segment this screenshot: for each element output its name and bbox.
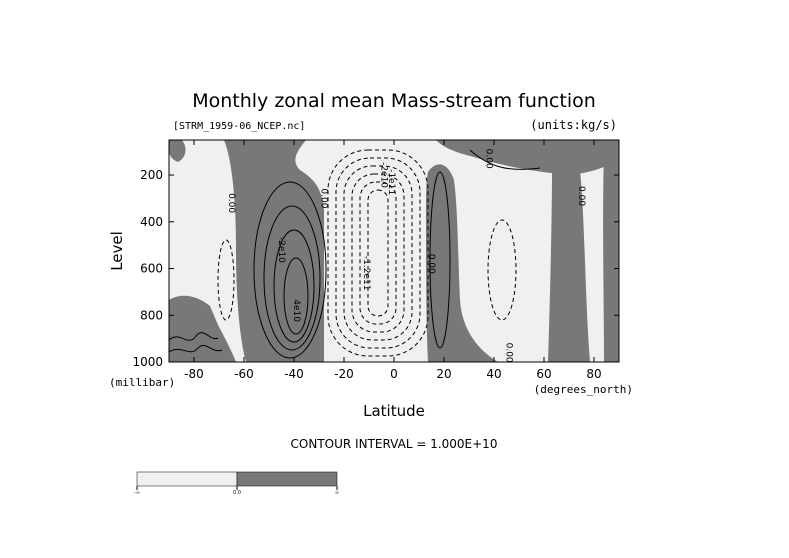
x-tick-label: -80 (184, 367, 204, 381)
x-tick-label: -40 (284, 367, 304, 381)
shade-far-south (169, 295, 236, 362)
colorbar-label-max: ∞ (335, 490, 339, 496)
x-tick-label: 60 (536, 367, 551, 381)
solid-contours (169, 149, 541, 359)
contour-ferrel-south (217, 239, 235, 321)
y-tick-label: 800 (140, 308, 163, 322)
x-axis: -80 -60 -40 -20 0 20 40 60 80 (184, 140, 602, 381)
contour-zero-north (469, 149, 541, 170)
x-units-label: (degrees_north) (534, 383, 633, 396)
shade-north-top (436, 140, 619, 175)
y-tick-label: 200 (140, 168, 163, 182)
contour-label: -2e10 (379, 162, 389, 188)
contour-label: 0.00 (226, 193, 236, 213)
colorbar-negative-box (136, 471, 238, 487)
x-tick-label: 80 (586, 367, 601, 381)
contour-label: -1e11 (386, 169, 396, 195)
contour-hadley-4 (351, 173, 405, 333)
x-tick-label: 0 (390, 367, 398, 381)
contour-hadley-1 (327, 149, 429, 357)
y-tick-label: 400 (140, 215, 163, 229)
contour-label: -2e10 (276, 237, 286, 263)
contour-interval: CONTOUR INTERVAL = 1.000E+10 (291, 437, 498, 451)
contour-southern-4 (283, 257, 309, 335)
contour-northern-1 (429, 171, 451, 349)
x-tick-label: 20 (436, 367, 451, 381)
contour-hadley-6 (367, 189, 389, 317)
colorbar-positive-box (236, 471, 338, 487)
contour-ferrel-north (487, 219, 517, 321)
contour-label: 0.00 (576, 186, 586, 206)
contour-label: 0.00 (426, 254, 436, 274)
y-tick-label: 600 (140, 262, 163, 276)
colorbar: -∞ 0.0 ∞ (134, 471, 339, 496)
contour-hadley-3 (343, 165, 413, 341)
contour-label: 0.00 (504, 343, 514, 363)
shade-northern-cell (426, 164, 498, 362)
x-tick-label: -60 (234, 367, 254, 381)
contour-far-south-2 (169, 345, 223, 353)
y-tick-label: 1000 (132, 355, 163, 369)
colorbar-label-zero: 0.0 (233, 490, 241, 496)
contour-hadley-2 (335, 157, 421, 349)
contour-label: 0.00 (319, 188, 329, 208)
contour-far-south-1 (169, 332, 219, 341)
y-units-label: (millibar) (109, 376, 175, 389)
shade-north-pole (603, 149, 619, 362)
contour-southern-1 (253, 181, 327, 359)
shade-southern-cell (224, 140, 324, 362)
x-axis-title: Latitude (363, 402, 425, 420)
y-axis: 200 400 600 800 1000 (132, 168, 619, 369)
contour-southern-2 (263, 205, 321, 351)
contour-label: -1.2e11 (361, 256, 371, 291)
colorbar-label-min: -∞ (134, 490, 140, 496)
contour-label: 0.00 (484, 149, 494, 169)
file-label: [STRM_1959-06_NCEP.nc] (173, 121, 305, 132)
contour-southern-3 (273, 229, 315, 343)
x-tick-label: 40 (486, 367, 501, 381)
y-axis-title: Level (108, 231, 126, 271)
units-label: (units:kg/s) (530, 118, 617, 132)
contour-hadley-5 (359, 181, 397, 325)
shade-north-column (548, 167, 590, 362)
shade-polar-cap (169, 140, 186, 162)
positive-shading-regions (169, 140, 619, 362)
contour-label: 4e10 (291, 299, 301, 322)
chart-title: Monthly zonal mean Mass-stream function (192, 90, 596, 112)
x-tick-label: -20 (334, 367, 354, 381)
dashed-contours (217, 149, 517, 357)
